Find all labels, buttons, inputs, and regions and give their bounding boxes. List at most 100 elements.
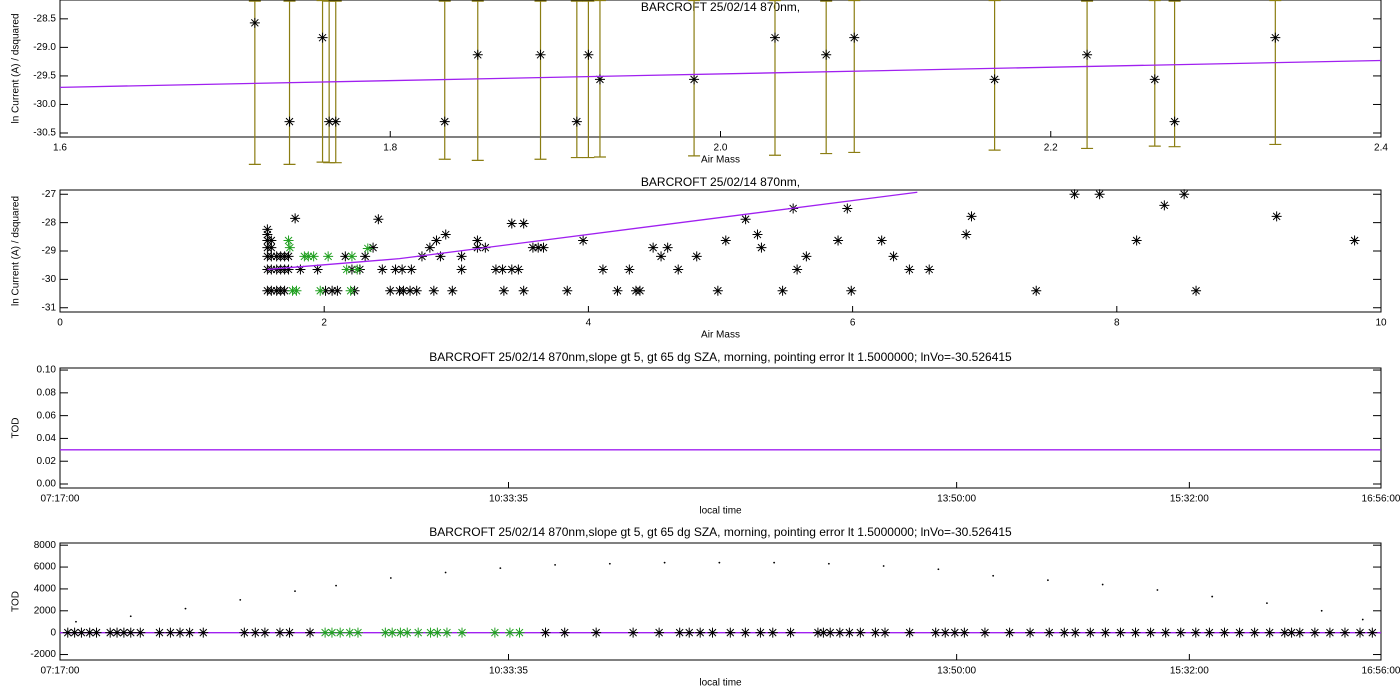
data-point [1234, 627, 1245, 638]
data-point [691, 251, 702, 262]
data-point [154, 627, 165, 638]
data-point [497, 264, 508, 275]
data-point [346, 251, 357, 262]
data-dot [1101, 583, 1104, 586]
plot-frame [59, 542, 1382, 661]
data-point [489, 627, 500, 638]
data-dot [444, 571, 447, 574]
data-point [825, 627, 836, 638]
data-point [1070, 627, 1081, 638]
y-tick-label: -31 [42, 302, 57, 313]
data-point [504, 627, 515, 638]
data-point [1069, 189, 1080, 200]
data-point [1324, 627, 1335, 638]
data-point [406, 264, 417, 275]
data-point [1190, 627, 1201, 638]
data-point [904, 264, 915, 275]
data-point [118, 627, 129, 638]
data-point [834, 627, 845, 638]
plot-frame [59, 367, 1382, 489]
data-point [266, 242, 277, 253]
data-point [395, 627, 406, 638]
x-tick-label: 6 [850, 318, 856, 329]
data-point [876, 235, 887, 246]
data-point [785, 627, 796, 638]
data-point [266, 285, 277, 296]
error-bar [848, 0, 861, 154]
data-point [472, 242, 483, 253]
data-point [979, 627, 990, 638]
data-point [317, 32, 328, 43]
chart-title: BARCROFT 25/02/14 870nm,slope gt 5, gt 6… [429, 350, 1012, 364]
data-point [262, 229, 273, 240]
data-point [518, 285, 529, 296]
y-tick-label: 0.06 [37, 410, 57, 421]
data-point [312, 264, 323, 275]
data-point [165, 627, 176, 638]
data-point [184, 627, 195, 638]
data-point [198, 627, 209, 638]
data-dot [75, 620, 77, 623]
y-axis-label: ln Current (A) / dsquared [11, 196, 22, 306]
data-point [1082, 49, 1093, 60]
data-point [498, 285, 509, 296]
data-point [1145, 627, 1156, 638]
data-point [518, 218, 529, 229]
data-point [571, 116, 582, 127]
data-point [424, 242, 435, 253]
data-point [390, 264, 401, 275]
y-tick-label: 0.08 [37, 387, 57, 398]
data-point [844, 627, 855, 638]
data-point [559, 627, 570, 638]
data-point [538, 242, 549, 253]
data-point [597, 264, 608, 275]
x-tick-label: 07:17:00 [41, 666, 80, 677]
data-point [283, 251, 294, 262]
data-point [849, 32, 860, 43]
x-tick-label: 16:56:00 [1362, 666, 1400, 677]
y-axis-label: ln Current (A) / dsquared [11, 13, 22, 123]
x-tick-label: 8 [1114, 318, 1120, 329]
fit-line [267, 191, 918, 271]
data-point [707, 627, 718, 638]
data-point [1131, 235, 1142, 246]
data-point [959, 627, 970, 638]
data-point [341, 264, 352, 275]
data-point [752, 229, 763, 240]
data-point [284, 242, 295, 253]
data-point [259, 627, 270, 638]
data-point [266, 235, 277, 246]
data-point [428, 285, 439, 296]
y-axis-label: TOD [11, 418, 22, 439]
y-axis-label: TOD [11, 591, 22, 612]
data-point [801, 251, 812, 262]
data-point [594, 74, 605, 85]
data-dot [663, 561, 666, 564]
data-point [291, 285, 302, 296]
data-point [1044, 627, 1055, 638]
data-point [755, 627, 766, 638]
data-point [69, 627, 80, 638]
data-point [1169, 116, 1180, 127]
data-point [846, 285, 857, 296]
data-point [352, 627, 363, 638]
data-point [368, 242, 379, 253]
data-point [855, 627, 866, 638]
data-point [842, 203, 853, 214]
data-point [1085, 627, 1096, 638]
x-axis-label: local time [699, 506, 742, 517]
data-point [1309, 627, 1320, 638]
data-point [413, 627, 424, 638]
data-dot [1266, 602, 1268, 605]
y-tick-label: 0.04 [37, 433, 57, 444]
data-point [284, 627, 295, 638]
x-tick-label: 10:33:35 [489, 666, 528, 677]
data-point [1355, 627, 1366, 638]
data-dot [335, 584, 337, 587]
chart-title: BARCROFT 25/02/14 870nm,slope gt 5, gt 6… [429, 525, 1012, 539]
y-tick-label: 8000 [34, 540, 57, 551]
x-tick-label: 2.4 [1374, 143, 1388, 154]
data-dot [1047, 579, 1049, 582]
data-point [624, 264, 635, 275]
data-point [457, 627, 468, 638]
